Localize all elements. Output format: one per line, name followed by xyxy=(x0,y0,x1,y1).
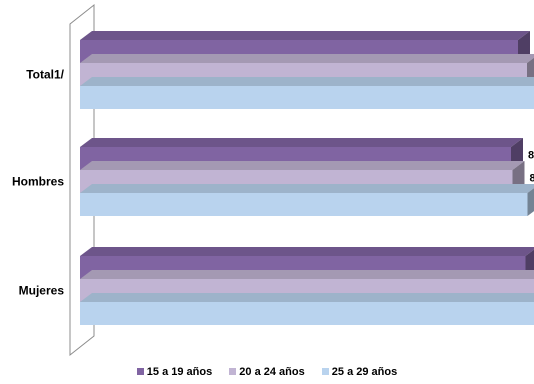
category-label: Mujeres xyxy=(19,284,65,298)
bar xyxy=(80,184,534,216)
legend-item-15-19: 15 a 19 años xyxy=(136,366,213,378)
bar-top-face xyxy=(80,270,534,279)
bar-front-face xyxy=(80,193,528,216)
legend-swatch-25-29 xyxy=(321,368,329,375)
bar-top-face xyxy=(80,161,525,170)
category-label: Hombres xyxy=(12,175,64,189)
value-label: 86,5 xyxy=(530,173,534,185)
bar-side-face xyxy=(527,188,534,216)
legend: 15 a 19 años 20 a 24 años 25 a 29 años xyxy=(0,366,534,378)
bar-top-face xyxy=(80,77,534,86)
legend-item-20-24: 20 a 24 años xyxy=(229,366,305,378)
legend-item-25-29: 25 a 29 años xyxy=(321,366,398,378)
value-label: 86,2 xyxy=(528,150,534,162)
bar-top-face xyxy=(80,54,534,63)
bars xyxy=(80,31,534,325)
bar-top-face xyxy=(80,31,530,40)
bar xyxy=(80,77,534,109)
category-labels: Total1/Hombres Mujeres xyxy=(12,68,65,298)
legend-swatch-15-19 xyxy=(136,368,144,375)
value-labels: 87,689,491,686,286,589,589,191,993,7 xyxy=(528,150,534,185)
legend-swatch-20-24 xyxy=(229,368,237,375)
legend-label-15-19: 15 a 19 años xyxy=(146,366,213,378)
bar-front-face xyxy=(80,86,534,109)
legend-label-20-24: 20 a 24 años xyxy=(239,366,305,378)
bar-front-face xyxy=(80,302,534,325)
bar xyxy=(80,293,534,325)
bar-top-face xyxy=(80,138,523,147)
bar-top-face xyxy=(80,184,534,193)
category-label: Total1/ xyxy=(26,68,64,82)
bar-top-face xyxy=(80,293,534,302)
legend-label-25-29: 25 a 29 años xyxy=(331,366,398,378)
bar-top-face xyxy=(80,247,534,256)
